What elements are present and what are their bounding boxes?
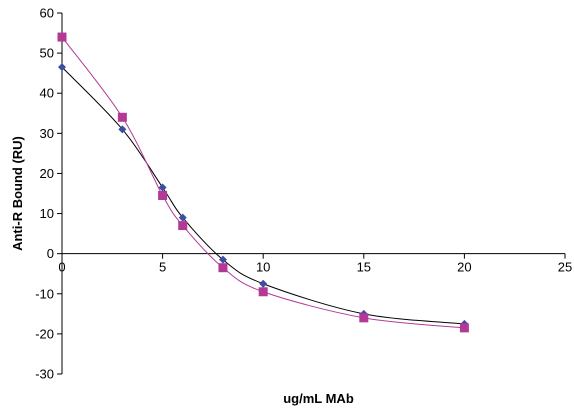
series-2 (57, 32, 469, 333)
x-tick-label: 10 (256, 260, 270, 275)
series-1-diamond-point (218, 255, 227, 264)
x-axis-title: ug/mL MAb (283, 391, 354, 406)
y-tick-label: 0 (47, 246, 54, 261)
series-2-square-point (158, 191, 168, 201)
series-1-diamond-point (259, 279, 268, 288)
ticks-layer: -30 -20 -10 0 10 20 30 40 50 60 0 5 10 15 20 25 (35, 6, 572, 382)
series-2-square-point (117, 112, 127, 122)
y-tick-label: 30 (40, 126, 54, 141)
x-tick-label: 0 (58, 260, 65, 275)
x-tick-label: 5 (159, 260, 166, 275)
series-2-square-point (459, 323, 469, 333)
series-1-diamond-point (58, 63, 66, 72)
y-tick-label: 50 (40, 46, 54, 61)
series-2-square-point (57, 32, 67, 42)
x-tick-label: 25 (558, 260, 572, 275)
y-tick-label: -20 (35, 326, 54, 341)
series-2-square-point (258, 287, 268, 297)
series-1-diamond-point (158, 183, 167, 192)
y-tick-label: 40 (40, 86, 54, 101)
series-layer (57, 32, 469, 333)
y-tick-label: 60 (40, 6, 54, 21)
y-tick-label: 10 (40, 206, 54, 221)
series-2-square-point (178, 221, 188, 231)
series-1-diamond-point (178, 213, 187, 222)
x-tick-label: 20 (457, 260, 471, 275)
y-tick-label: 20 (40, 166, 54, 181)
y-tick-label: -10 (35, 286, 54, 301)
y-tick-label: -30 (35, 367, 54, 382)
series-2-square-point (359, 313, 369, 323)
y-axis-title: Anti-R Bound (RU) (10, 136, 25, 251)
x-tick-label: 15 (357, 260, 371, 275)
axes-layer (61, 13, 565, 374)
series-1-diamond-point (118, 125, 127, 134)
series-2-square-point (218, 263, 228, 273)
